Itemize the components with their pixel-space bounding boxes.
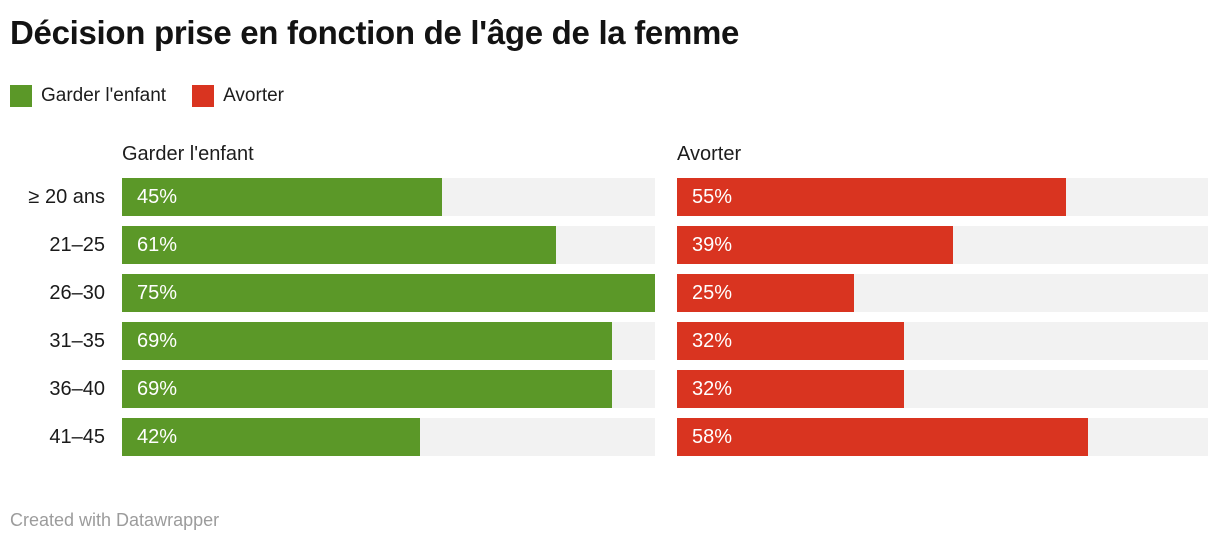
bar-track-avorter: 58% — [677, 418, 1208, 456]
column-gap — [655, 143, 677, 166]
column-gap — [655, 274, 677, 312]
bar-value-label: 39% — [692, 233, 733, 256]
footer: Created with Datawrapper — [10, 510, 1220, 530]
bar-avorter[interactable]: 32% — [677, 322, 904, 360]
legend: Garder l'enfant Avorter — [10, 85, 1220, 107]
chart-row: 41–45 42% 58% — [0, 418, 1220, 456]
bar-value-label: 45% — [137, 185, 178, 208]
bar-garder[interactable]: 42% — [122, 418, 421, 456]
chart-row: 36–40 69% 32% — [0, 370, 1220, 408]
bar-garder[interactable]: 75% — [122, 274, 655, 312]
bar-value-label: 75% — [137, 281, 178, 304]
bar-track-avorter: 32% — [677, 322, 1208, 360]
column-gap — [655, 418, 677, 456]
bar-avorter[interactable]: 55% — [677, 178, 1067, 216]
column-gap — [655, 370, 677, 408]
column-header-avorter: Avorter — [677, 143, 742, 165]
bar-value-label: 55% — [692, 185, 733, 208]
bar-avorter[interactable]: 32% — [677, 370, 904, 408]
bar-value-label: 69% — [137, 329, 178, 352]
bar-avorter[interactable]: 39% — [677, 226, 954, 264]
chart-row: 26–30 75% 25% — [0, 274, 1220, 312]
legend-swatch-garder — [10, 85, 32, 107]
legend-item-garder: Garder l'enfant — [10, 85, 166, 107]
bar-value-label: 58% — [692, 425, 733, 448]
bar-track-garder: 69% — [122, 322, 655, 360]
bar-value-label: 61% — [137, 233, 178, 256]
chart-row: 31–35 69% 32% — [0, 322, 1220, 360]
bar-garder[interactable]: 69% — [122, 370, 613, 408]
bar-track-avorter: 32% — [677, 370, 1208, 408]
column-gap — [655, 322, 677, 360]
column-gap — [655, 178, 677, 216]
column-gap — [655, 226, 677, 264]
bar-track-garder: 75% — [122, 274, 655, 312]
bar-garder[interactable]: 61% — [122, 226, 556, 264]
bar-value-label: 42% — [137, 425, 178, 448]
row-label: ≥ 20 ans — [28, 185, 105, 208]
datawrapper-credit-link[interactable]: Created with Datawrapper — [10, 510, 220, 530]
legend-swatch-avorter — [192, 85, 215, 107]
bar-track-avorter: 55% — [677, 178, 1208, 216]
legend-label-garder: Garder l'enfant — [41, 85, 167, 106]
legend-label-avorter: Avorter — [223, 85, 284, 106]
bar-track-avorter: 25% — [677, 274, 1208, 312]
row-label: 41–45 — [49, 425, 105, 448]
bar-value-label: 32% — [692, 377, 733, 400]
bar-value-label: 32% — [692, 329, 733, 352]
column-header-garder: Garder l'enfant — [122, 143, 254, 165]
chart-row: 21–25 61% 39% — [0, 226, 1220, 264]
bar-track-avorter: 39% — [677, 226, 1208, 264]
chart-row: ≥ 20 ans 45% 55% — [0, 178, 1220, 216]
bar-value-label: 25% — [692, 281, 733, 304]
bar-garder[interactable]: 45% — [122, 178, 442, 216]
bar-avorter[interactable]: 58% — [677, 418, 1088, 456]
row-label: 31–35 — [49, 329, 105, 352]
row-label: 36–40 — [49, 377, 105, 400]
bar-track-garder: 69% — [122, 370, 655, 408]
row-label: 21–25 — [49, 233, 105, 256]
bar-garder[interactable]: 69% — [122, 322, 613, 360]
bar-avorter[interactable]: 25% — [677, 274, 854, 312]
column-headers: Garder l'enfant Avorter — [0, 143, 1220, 166]
row-label: 26–30 — [49, 281, 105, 304]
bar-track-garder: 42% — [122, 418, 655, 456]
legend-item-avorter: Avorter — [192, 85, 284, 107]
chart-title: Décision prise en fonction de l'âge de l… — [10, 14, 740, 51]
bar-track-garder: 45% — [122, 178, 655, 216]
header-spacer — [0, 143, 122, 166]
bar-value-label: 69% — [137, 377, 178, 400]
bar-track-garder: 61% — [122, 226, 655, 264]
